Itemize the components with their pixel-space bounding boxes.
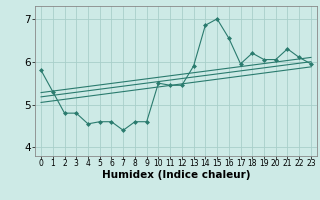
X-axis label: Humidex (Indice chaleur): Humidex (Indice chaleur): [102, 170, 250, 180]
